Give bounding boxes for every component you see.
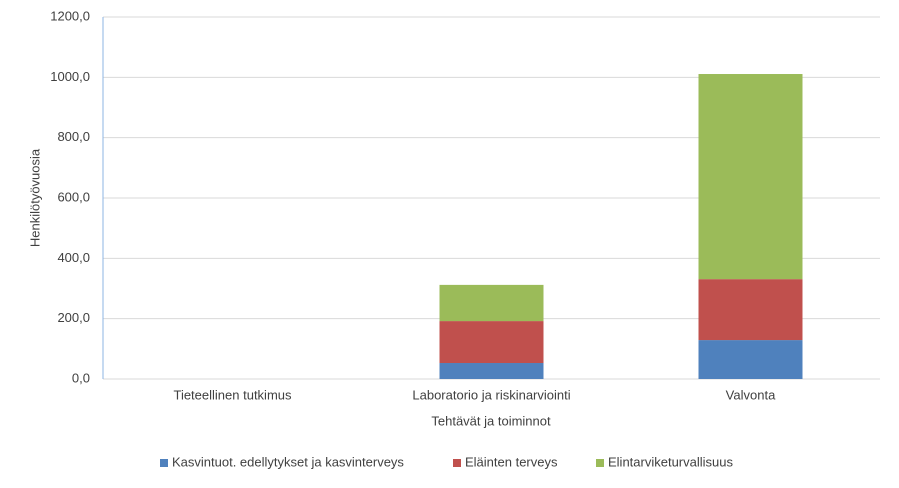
bar-segment [439, 363, 544, 379]
x-tick-label: Valvonta [726, 387, 776, 402]
y-tick-label: 200,0 [57, 310, 90, 325]
x-axis-title: Tehtävät ja toiminnot [431, 413, 551, 428]
y-tick-label: 400,0 [57, 250, 90, 265]
legend-label: Eläinten terveys [465, 454, 558, 469]
y-tick-label: 800,0 [57, 129, 90, 144]
legend-swatch [453, 459, 461, 467]
legend-swatch [160, 459, 168, 467]
y-tick-label: 1200,0 [50, 8, 90, 23]
y-tick-label: 600,0 [57, 189, 90, 204]
bar-segment [698, 279, 803, 341]
bar-segment [439, 284, 544, 322]
y-axis-title: Henkilötyövuosia [27, 148, 42, 247]
x-tick-label: Laboratorio ja riskinarviointi [412, 387, 570, 402]
bar-segment [698, 340, 803, 379]
x-tick-label: Tieteellinen tutkimus [173, 387, 292, 402]
bar-segment [439, 321, 544, 364]
y-tick-label: 0,0 [72, 370, 90, 385]
legend-label: Kasvintuot. edellytykset ja kasvintervey… [172, 454, 404, 469]
legend-swatch [596, 459, 604, 467]
legend-label: Elintarviketurvallisuus [608, 454, 733, 469]
bar-segment [698, 74, 803, 280]
y-tick-label: 1000,0 [50, 69, 90, 84]
